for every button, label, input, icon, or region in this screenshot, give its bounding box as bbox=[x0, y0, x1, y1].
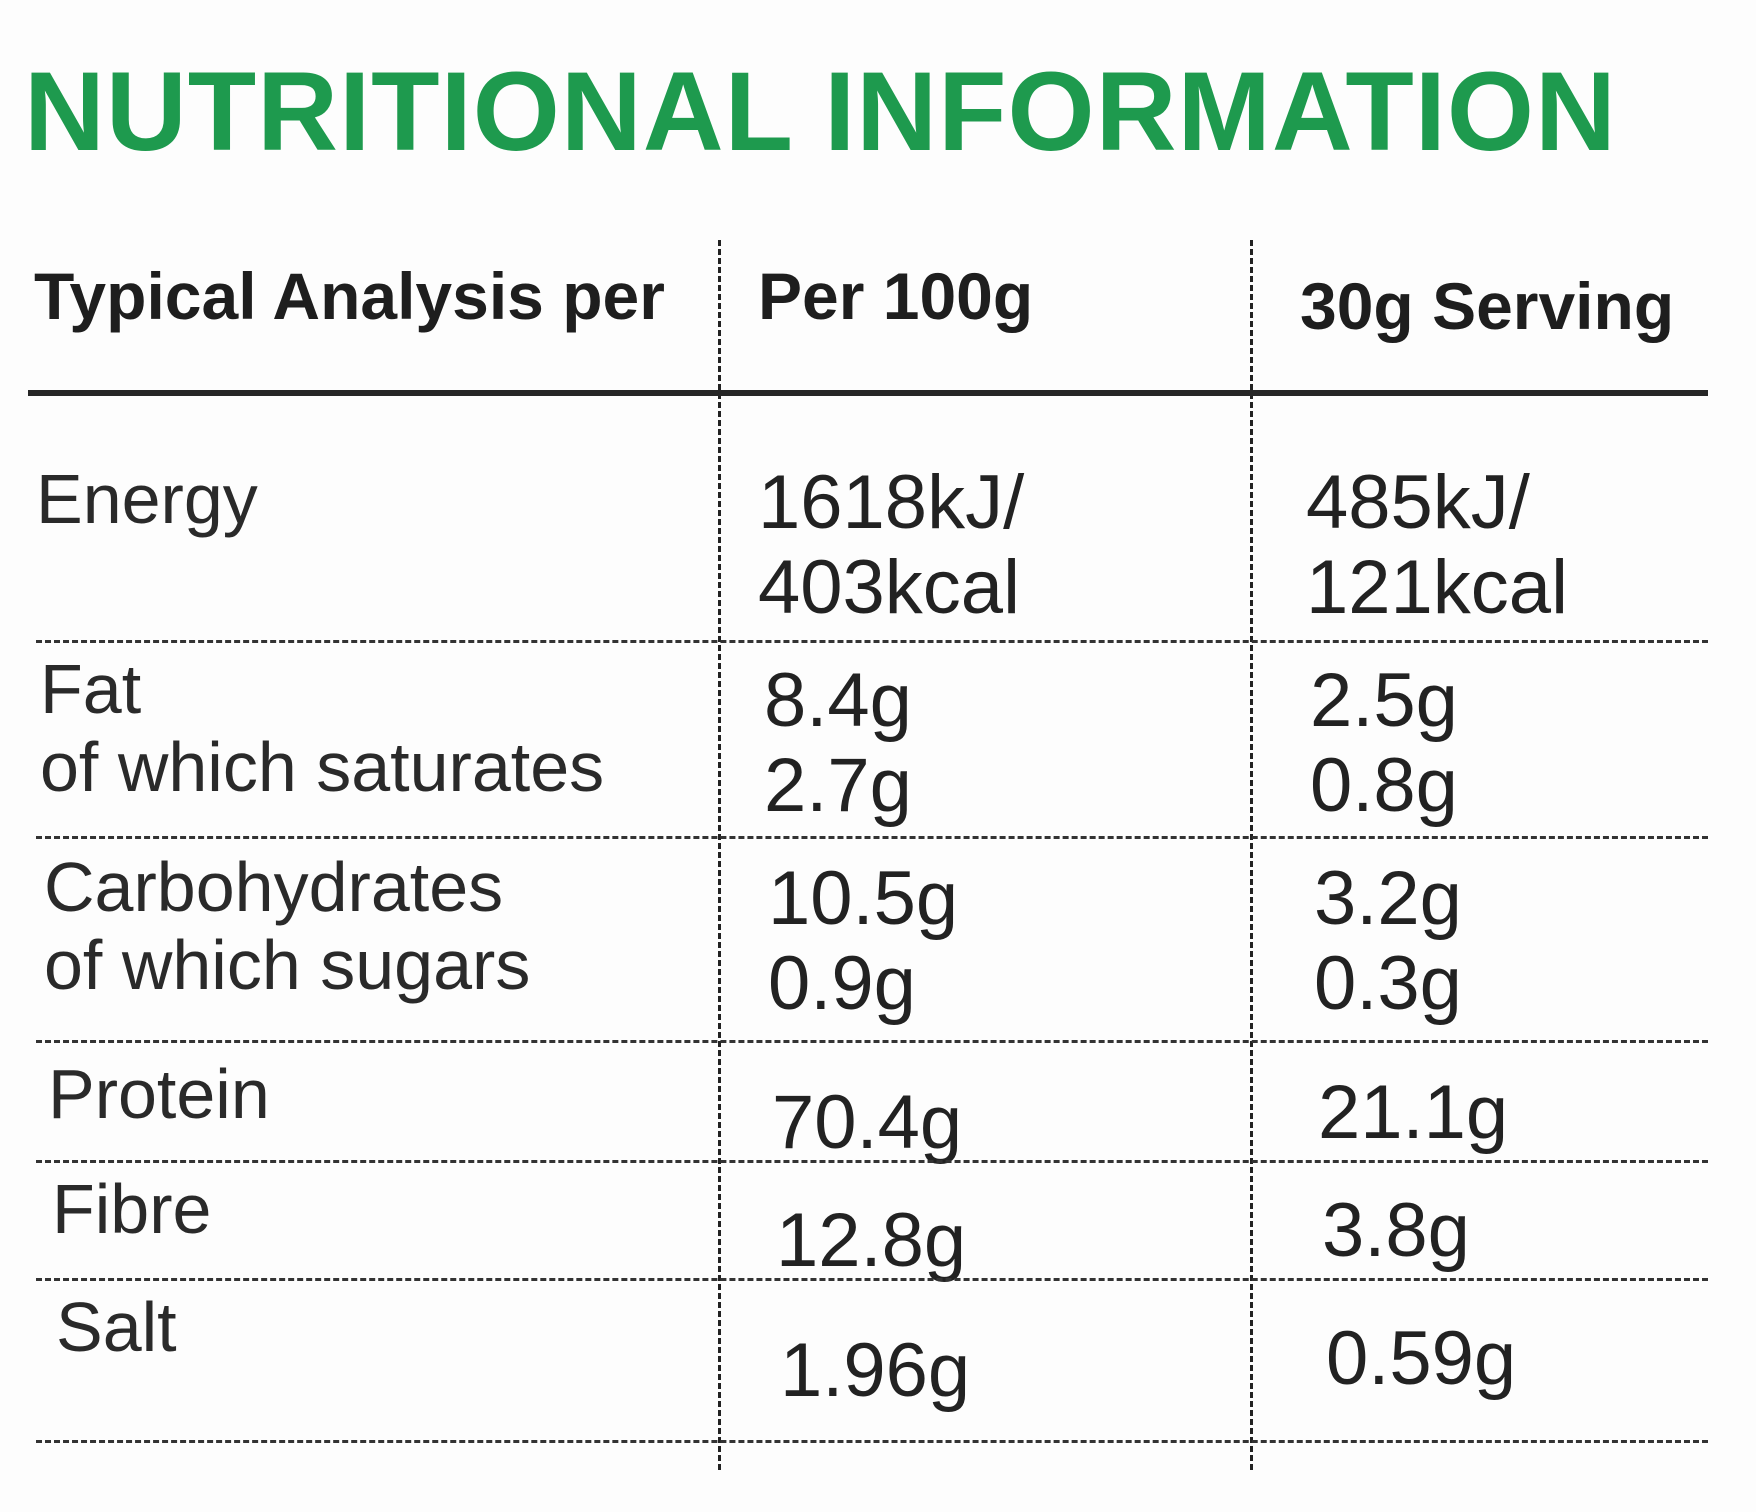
fibre-serving: 3.8g bbox=[1322, 1188, 1470, 1273]
row-divider bbox=[36, 1160, 1708, 1163]
row-divider bbox=[36, 1040, 1708, 1043]
column-divider bbox=[1250, 240, 1253, 1470]
header-serving: 30g Serving bbox=[1300, 269, 1675, 343]
column-divider bbox=[718, 240, 721, 1470]
header-per-100g: Per 100g bbox=[758, 259, 1034, 333]
label-sugars: of which sugars bbox=[44, 926, 531, 1005]
energy-per-100g: 1618kJ/ 403kcal bbox=[758, 460, 1024, 630]
protein-serving: 21.1g bbox=[1318, 1070, 1509, 1155]
energy-serving: 485kJ/ 121kcal bbox=[1306, 460, 1568, 630]
salt-per-100g: 1.96g bbox=[780, 1328, 971, 1413]
label-fat: Fat bbox=[40, 650, 142, 728]
label-saturates: of which saturates bbox=[40, 728, 605, 807]
row-divider bbox=[36, 1278, 1708, 1281]
energy-serving-kj: 485kJ/ bbox=[1306, 460, 1530, 545]
salt-serving: 0.59g bbox=[1326, 1316, 1517, 1401]
carbohydrates-per-100g: 10.5g 0.9g bbox=[768, 856, 958, 1026]
sugars-per-100g-value: 0.9g bbox=[768, 941, 916, 1027]
row-label-energy: Energy bbox=[36, 460, 258, 538]
saturates-per-100g-value: 2.7g bbox=[764, 743, 912, 829]
carbohydrates-serving: 3.2g 0.3g bbox=[1314, 856, 1462, 1026]
energy-per-100g-kj: 1618kJ/ bbox=[758, 460, 1025, 545]
row-label-fat: Fat of which saturates bbox=[40, 650, 604, 807]
energy-serving-kcal: 121kcal bbox=[1306, 545, 1568, 631]
carbohydrates-per-100g-value: 10.5g bbox=[768, 856, 959, 941]
row-divider bbox=[36, 836, 1708, 839]
energy-per-100g-kcal: 403kcal bbox=[758, 545, 1020, 631]
header-analysis: Typical Analysis per bbox=[34, 259, 665, 333]
saturates-serving-value: 0.8g bbox=[1310, 743, 1458, 829]
fat-per-100g-value: 8.4g bbox=[764, 658, 912, 743]
carbohydrates-serving-value: 3.2g bbox=[1314, 856, 1462, 941]
row-divider bbox=[36, 1440, 1708, 1443]
header-rule bbox=[28, 390, 1708, 396]
fibre-per-100g: 12.8g bbox=[776, 1198, 967, 1283]
fat-per-100g: 8.4g 2.7g bbox=[764, 658, 912, 828]
row-label-carbohydrates: Carbohydrates of which sugars bbox=[44, 848, 530, 1005]
fat-serving-value: 2.5g bbox=[1310, 658, 1458, 743]
row-divider bbox=[36, 640, 1708, 643]
fat-serving: 2.5g 0.8g bbox=[1310, 658, 1458, 828]
page-title: NUTRITIONAL INFORMATION bbox=[24, 49, 1617, 174]
nutrition-table: Typical Analysis per Per 100g 30g Servin… bbox=[28, 240, 1708, 1470]
row-label-protein: Protein bbox=[48, 1055, 270, 1133]
sugars-serving-value: 0.3g bbox=[1314, 941, 1462, 1027]
row-label-salt: Salt bbox=[56, 1288, 177, 1366]
protein-per-100g: 70.4g bbox=[772, 1080, 963, 1165]
row-label-fibre: Fibre bbox=[52, 1170, 212, 1248]
label-carbohydrates: Carbohydrates bbox=[44, 848, 504, 926]
